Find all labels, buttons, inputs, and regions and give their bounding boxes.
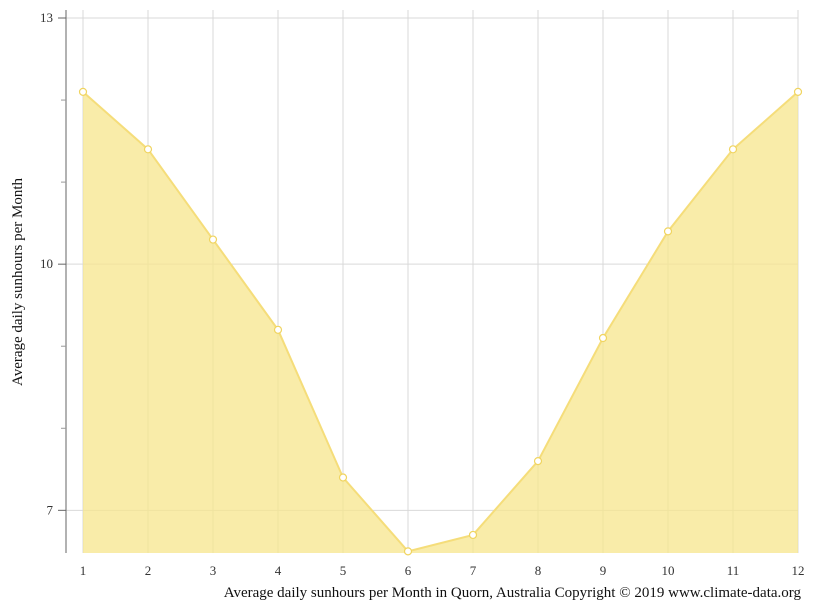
data-point xyxy=(793,87,803,96)
data-point xyxy=(78,87,88,96)
y-axis-title: Average daily sunhours per Month xyxy=(10,178,26,387)
data-point xyxy=(208,235,218,244)
y-tick-label: 10 xyxy=(40,256,53,271)
data-point xyxy=(143,145,153,154)
data-point xyxy=(728,145,738,154)
data-point xyxy=(338,473,348,482)
area-layer xyxy=(82,91,799,553)
x-tick-label: 6 xyxy=(405,563,412,578)
chart-caption: Average daily sunhours per Month in Quor… xyxy=(224,585,802,601)
y-tick-label: 13 xyxy=(40,10,53,25)
x-tick-label: 4 xyxy=(275,563,282,578)
marker-layer xyxy=(78,87,803,556)
data-point xyxy=(598,333,608,343)
area-fill xyxy=(83,91,798,553)
x-tick-label: 12 xyxy=(792,563,805,578)
series-line xyxy=(82,91,799,553)
x-tick-label: 8 xyxy=(535,563,542,578)
y-tick-label: 7 xyxy=(47,502,54,517)
x-tick-label: 2 xyxy=(145,563,152,578)
x-tick-label: 5 xyxy=(340,563,347,578)
x-tick-label: 3 xyxy=(210,563,217,578)
x-tick-label: 1 xyxy=(80,563,87,578)
data-point xyxy=(663,227,673,236)
label-layer: Average daily sunhours per Month Average… xyxy=(10,178,801,602)
x-tick-label: 7 xyxy=(470,563,477,578)
x-tick-label: 10 xyxy=(662,563,675,578)
data-point xyxy=(468,530,478,540)
data-point xyxy=(533,456,543,466)
x-tick-label: 11 xyxy=(727,563,740,578)
data-point xyxy=(273,325,283,334)
x-tick-label: 9 xyxy=(600,563,607,578)
data-point xyxy=(403,547,413,556)
